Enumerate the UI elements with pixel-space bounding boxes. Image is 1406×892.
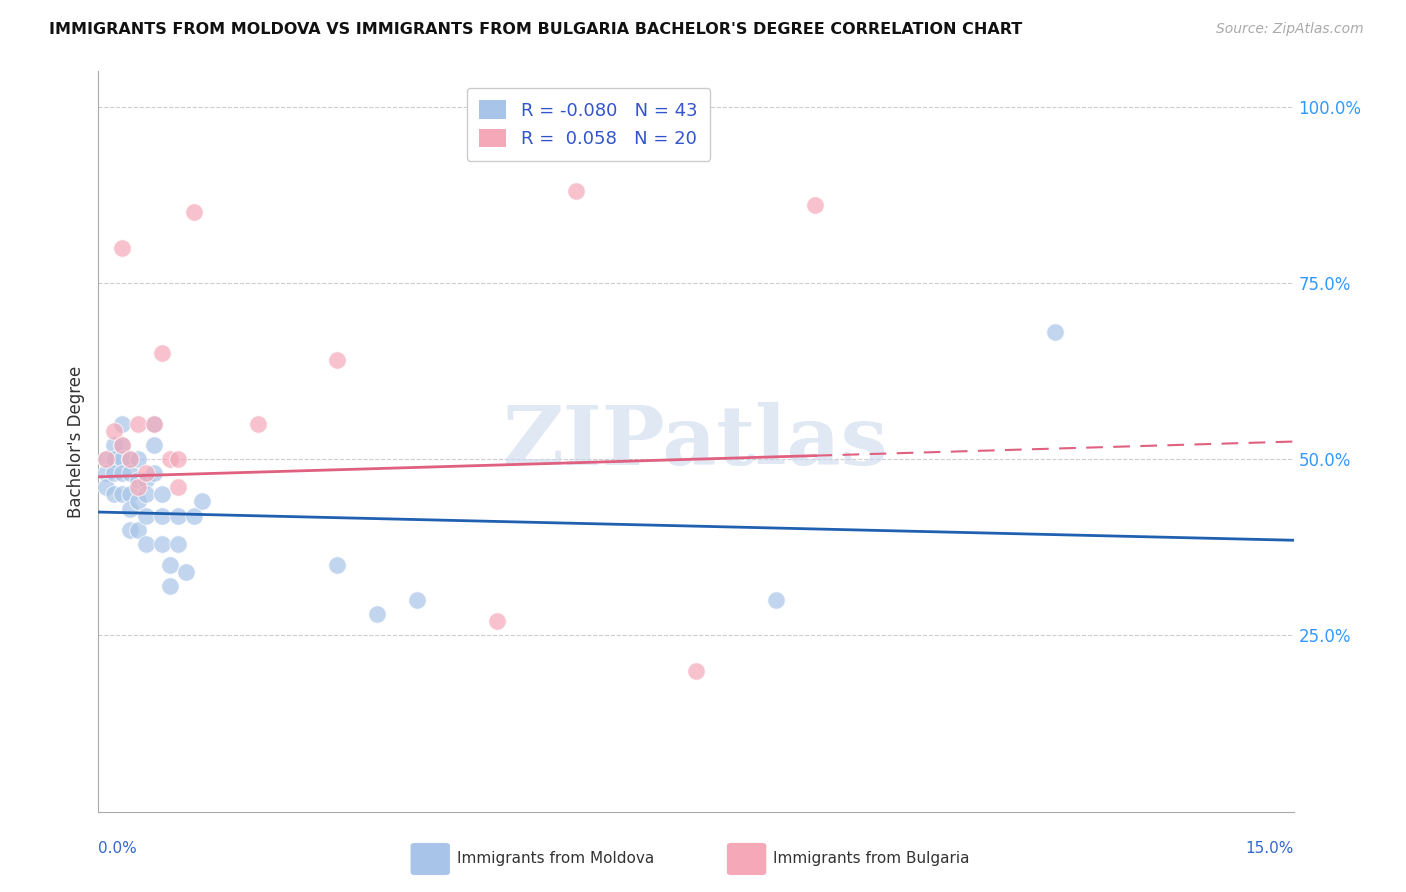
Point — [143, 417, 166, 431]
Point — [111, 438, 134, 452]
Point — [135, 537, 157, 551]
Point — [143, 467, 166, 481]
Point — [183, 508, 205, 523]
Point — [167, 537, 190, 551]
Point — [127, 417, 149, 431]
Point — [191, 494, 214, 508]
Point — [246, 417, 269, 431]
Point — [96, 452, 118, 467]
Point — [127, 494, 149, 508]
Point — [765, 593, 787, 607]
Point — [111, 438, 134, 452]
Text: Source: ZipAtlas.com: Source: ZipAtlas.com — [1216, 22, 1364, 37]
Point — [485, 615, 508, 629]
Point — [127, 523, 149, 537]
Point — [120, 523, 142, 537]
Point — [804, 198, 827, 212]
Point — [150, 537, 173, 551]
Point — [135, 487, 157, 501]
Point — [127, 452, 149, 467]
Point — [167, 480, 190, 494]
Point — [120, 487, 142, 501]
Point — [103, 424, 125, 438]
Point — [96, 480, 118, 494]
Point — [135, 467, 157, 481]
FancyBboxPatch shape — [411, 843, 450, 875]
Point — [159, 452, 181, 467]
Point — [103, 452, 125, 467]
Point — [150, 346, 173, 360]
Point — [366, 607, 388, 622]
Point — [174, 565, 197, 579]
Text: 15.0%: 15.0% — [1246, 841, 1294, 856]
Point — [159, 579, 181, 593]
Point — [127, 480, 149, 494]
Text: Immigrants from Moldova: Immigrants from Moldova — [457, 852, 654, 866]
Point — [183, 205, 205, 219]
Point — [111, 452, 134, 467]
Point — [111, 487, 134, 501]
Point — [111, 467, 134, 481]
Point — [103, 438, 125, 452]
Point — [120, 501, 142, 516]
Y-axis label: Bachelor's Degree: Bachelor's Degree — [66, 366, 84, 517]
Point — [565, 184, 588, 198]
Point — [96, 452, 118, 467]
Point — [406, 593, 429, 607]
Point — [135, 508, 157, 523]
Point — [167, 508, 190, 523]
Point — [167, 452, 190, 467]
Point — [127, 473, 149, 487]
Point — [120, 467, 142, 481]
Point — [150, 508, 173, 523]
Point — [326, 353, 349, 368]
Point — [120, 452, 142, 467]
Point — [1043, 325, 1066, 339]
Point — [135, 473, 157, 487]
Point — [143, 417, 166, 431]
Point — [120, 452, 142, 467]
Point — [143, 438, 166, 452]
Text: 0.0%: 0.0% — [98, 841, 138, 856]
Point — [150, 487, 173, 501]
Point — [103, 467, 125, 481]
Text: IMMIGRANTS FROM MOLDOVA VS IMMIGRANTS FROM BULGARIA BACHELOR'S DEGREE CORRELATIO: IMMIGRANTS FROM MOLDOVA VS IMMIGRANTS FR… — [49, 22, 1022, 37]
Text: ZIPatlas: ZIPatlas — [503, 401, 889, 482]
Point — [685, 664, 707, 678]
Point — [159, 558, 181, 572]
FancyBboxPatch shape — [727, 843, 766, 875]
Text: Immigrants from Bulgaria: Immigrants from Bulgaria — [773, 852, 970, 866]
Point — [326, 558, 349, 572]
Point — [103, 487, 125, 501]
Point — [111, 241, 134, 255]
Legend: R = -0.080   N = 43, R =  0.058   N = 20: R = -0.080 N = 43, R = 0.058 N = 20 — [467, 87, 710, 161]
Point — [96, 467, 118, 481]
Point — [111, 417, 134, 431]
